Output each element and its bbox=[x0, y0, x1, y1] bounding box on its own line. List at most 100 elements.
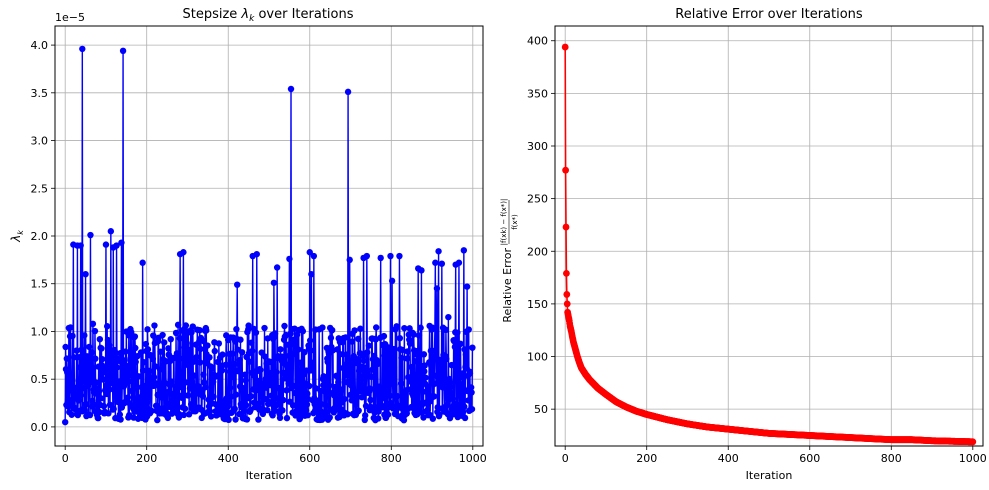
stepsize-point bbox=[310, 252, 318, 260]
relative-error-y-tick-label: 350 bbox=[527, 87, 548, 100]
stepsize-point bbox=[283, 414, 291, 422]
stepsize-point bbox=[328, 326, 336, 334]
stepsize-point bbox=[61, 418, 69, 426]
stepsize-point bbox=[117, 416, 124, 423]
stepsize-point bbox=[232, 391, 240, 398]
stepsize-point bbox=[232, 416, 239, 423]
stepsize-point bbox=[227, 393, 235, 400]
stepsize-point bbox=[332, 383, 339, 391]
stepsize-title-symbol: λ bbox=[240, 7, 249, 22]
stepsize-point bbox=[178, 394, 185, 401]
relative-error-series-line bbox=[564, 47, 973, 443]
stepsize-point bbox=[309, 360, 316, 367]
stepsize-point bbox=[418, 267, 425, 274]
stepsize-point bbox=[78, 346, 85, 354]
stepsize-point bbox=[208, 365, 216, 372]
stepsize-point bbox=[159, 331, 166, 339]
relative-error-x-tick-label: 400 bbox=[718, 452, 739, 465]
stepsize-point bbox=[240, 407, 247, 415]
stepsize-point bbox=[215, 340, 223, 347]
stepsize-point bbox=[275, 384, 282, 392]
stepsize-point bbox=[258, 349, 265, 356]
stepsize-point bbox=[351, 327, 358, 334]
stepsize-point bbox=[86, 343, 93, 351]
stepsize-point bbox=[122, 348, 129, 355]
stepsize-point bbox=[235, 367, 242, 374]
stepsize-point bbox=[432, 259, 439, 266]
relative-error-y-tick-label: 100 bbox=[527, 351, 548, 364]
stepsize-point bbox=[79, 45, 86, 53]
stepsize-point bbox=[461, 346, 468, 353]
stepsize-point bbox=[295, 346, 302, 353]
stepsize-point bbox=[465, 397, 472, 404]
stepsize-point bbox=[127, 355, 135, 362]
stepsize-point bbox=[385, 359, 393, 367]
stepsize-y-tick-label: 1.5 bbox=[31, 278, 49, 291]
stepsize-point bbox=[152, 363, 159, 370]
relative-error-y-tick-label: 250 bbox=[527, 193, 548, 206]
stepsize-point bbox=[113, 364, 121, 371]
stepsize-point bbox=[89, 397, 96, 405]
stepsize-point bbox=[420, 351, 428, 358]
stepsize-point bbox=[119, 47, 127, 55]
stepsize-point bbox=[297, 359, 304, 366]
stepsize-point bbox=[107, 228, 115, 235]
stepsize-point bbox=[468, 389, 475, 396]
relative-error-point bbox=[563, 269, 570, 277]
stepsize-point bbox=[275, 401, 282, 408]
stepsize-point bbox=[453, 347, 460, 354]
stepsize-point bbox=[335, 379, 342, 386]
stepsize-point bbox=[463, 283, 471, 290]
stepsize-point bbox=[90, 365, 97, 372]
stepsize-ticks: 0 200 400 600 800 1000 0.0 0.5 1.0 1.5 2.0 2.5 3.0 3.… bbox=[31, 39, 487, 465]
stepsize-point bbox=[362, 402, 370, 410]
stepsize-chart-title: Stepsize λk over Iterations bbox=[182, 7, 353, 24]
stepsize-point bbox=[290, 350, 298, 358]
stepsize-point bbox=[421, 362, 428, 369]
stepsize-point bbox=[200, 371, 207, 378]
stepsize-point bbox=[218, 367, 226, 374]
stepsize-point bbox=[62, 343, 69, 351]
stepsize-point bbox=[206, 354, 213, 361]
stepsize-point bbox=[164, 389, 171, 396]
stepsize-point bbox=[181, 405, 189, 412]
stepsize-point bbox=[307, 347, 315, 354]
stepsize-point bbox=[301, 348, 308, 356]
stepsize-x-tick-label: 400 bbox=[218, 452, 239, 465]
stepsize-point bbox=[455, 364, 462, 372]
stepsize-title-prefix: Stepsize bbox=[182, 7, 241, 22]
stepsize-point bbox=[129, 378, 136, 385]
stepsize-point bbox=[237, 336, 244, 343]
stepsize-point bbox=[92, 379, 100, 386]
stepsize-point bbox=[173, 402, 180, 409]
stepsize-point bbox=[98, 345, 105, 352]
stepsize-point bbox=[77, 392, 85, 399]
stepsize-point bbox=[73, 347, 80, 354]
stepsize-point bbox=[267, 370, 274, 377]
stepsize-y-tick-label: 1.0 bbox=[31, 325, 49, 338]
stepsize-point bbox=[195, 383, 202, 390]
stepsize-point bbox=[204, 342, 211, 349]
relative-error-y-tick-label: 50 bbox=[534, 403, 548, 416]
stepsize-point bbox=[270, 279, 278, 286]
stepsize-point bbox=[255, 416, 262, 423]
stepsize-point bbox=[417, 324, 424, 331]
stepsize-point bbox=[436, 364, 443, 371]
stepsize-point bbox=[63, 355, 71, 362]
stepsize-point bbox=[386, 392, 394, 399]
stepsize-point bbox=[377, 254, 384, 262]
stepsize-point bbox=[364, 349, 371, 356]
stepsize-point bbox=[467, 384, 475, 391]
stepsize-point bbox=[146, 367, 153, 375]
stepsize-point bbox=[243, 416, 251, 423]
stepsize-point bbox=[465, 326, 472, 333]
stepsize-y-tick-label: 3.0 bbox=[31, 135, 49, 148]
stepsize-series bbox=[61, 45, 476, 426]
stepsize-point bbox=[88, 378, 95, 386]
stepsize-y-tick-label: 3.5 bbox=[31, 87, 49, 100]
relative-error-y-tick-label: 150 bbox=[527, 298, 548, 311]
stepsize-point bbox=[70, 354, 78, 361]
relative-error-grid bbox=[555, 26, 983, 446]
stepsize-point bbox=[375, 415, 382, 422]
stepsize-point bbox=[183, 339, 190, 347]
